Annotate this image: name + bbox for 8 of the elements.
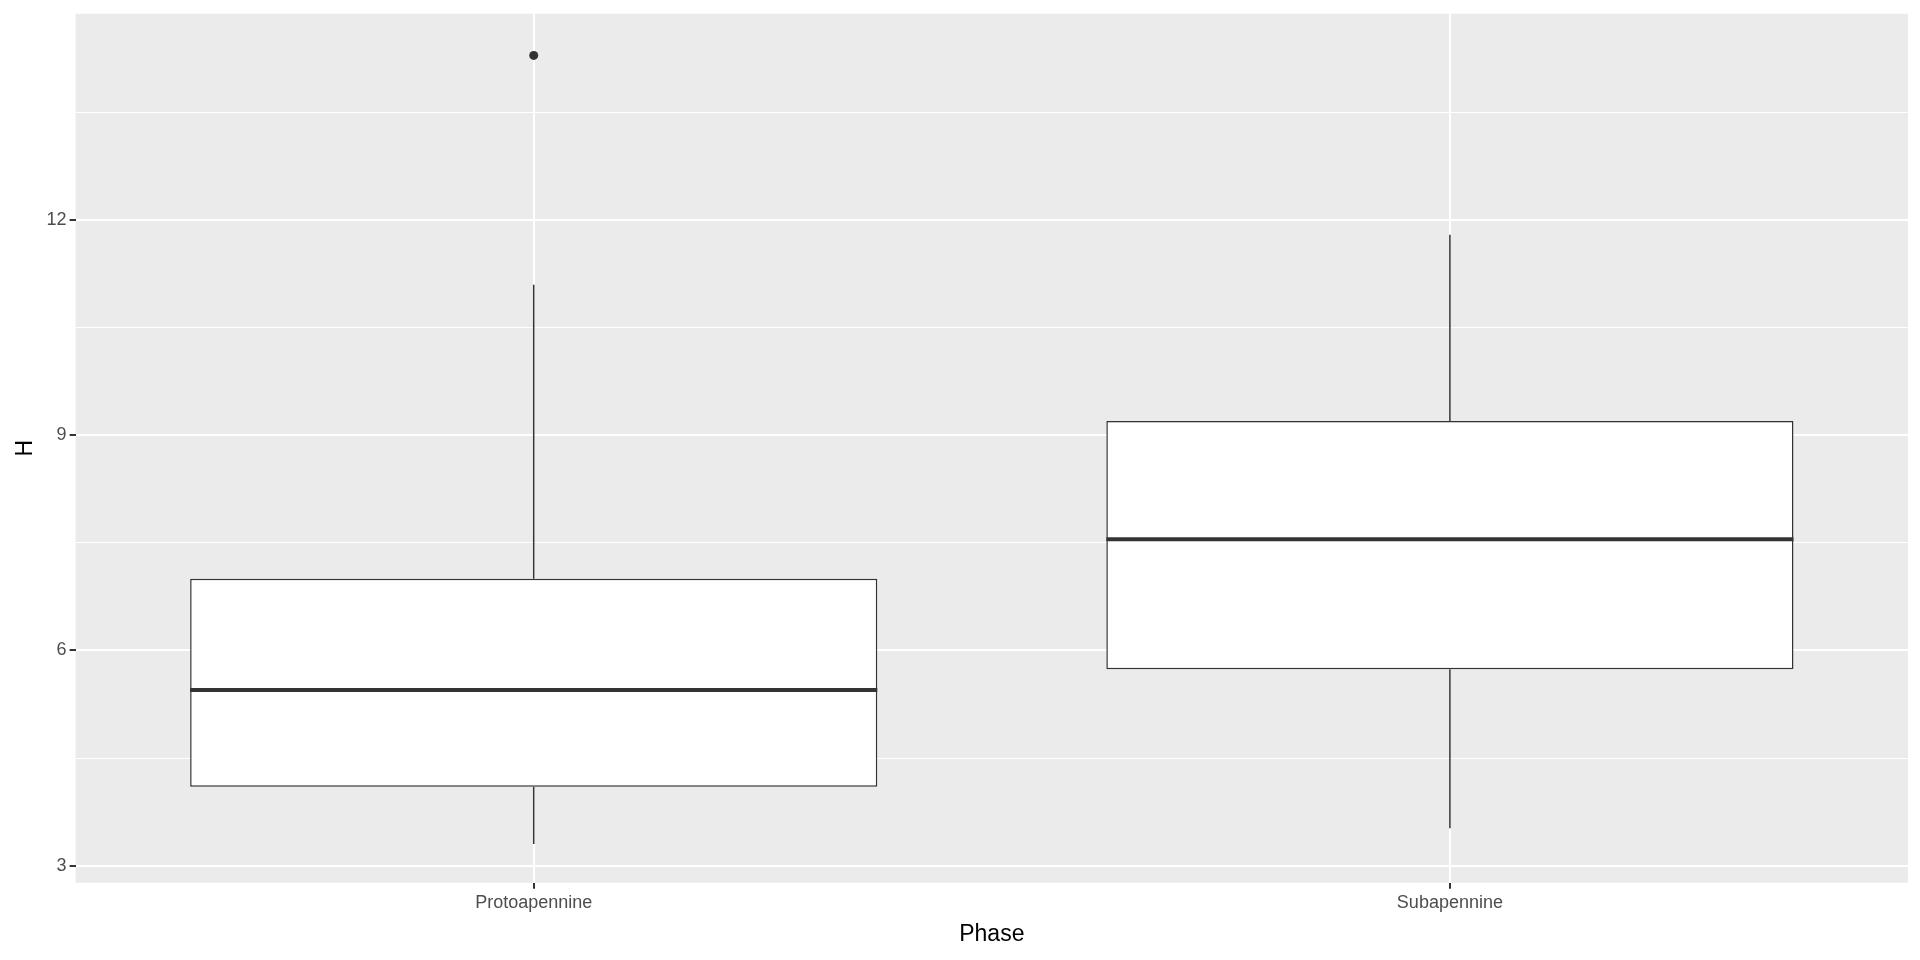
y-tick-label: 6 xyxy=(56,639,67,660)
x-tick-label: Subapennine xyxy=(1396,891,1503,912)
y-tick-label: 9 xyxy=(56,424,67,445)
y-tick-label: 3 xyxy=(56,854,67,875)
x-axis-title: Phase xyxy=(959,919,1025,946)
x-tick-label: Protoapennine xyxy=(475,891,593,912)
y-tick-label: 12 xyxy=(46,209,67,230)
y-axis-title: H xyxy=(11,439,38,457)
